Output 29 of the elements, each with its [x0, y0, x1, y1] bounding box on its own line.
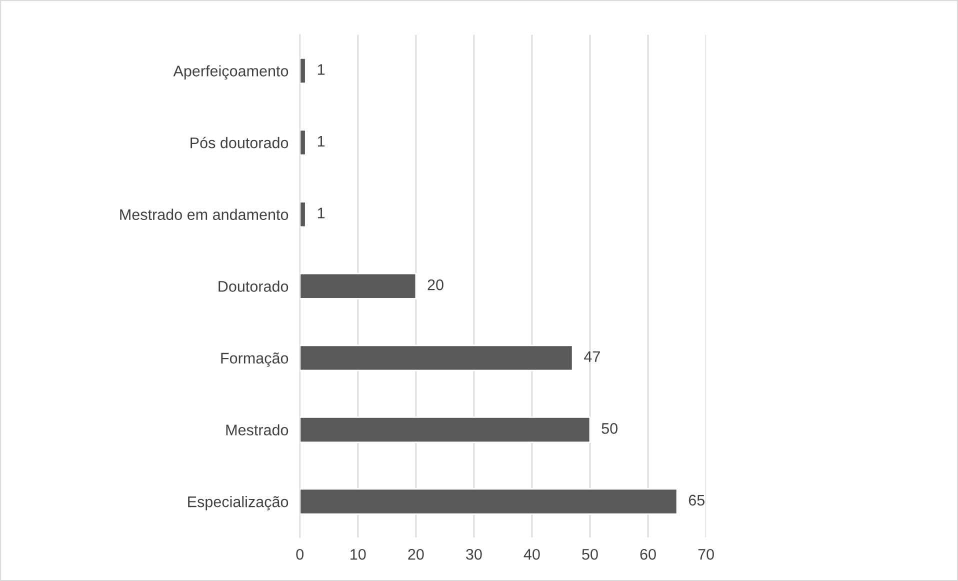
- data-label: 47: [584, 351, 600, 362]
- x-tick-label: 0: [296, 548, 304, 560]
- y-tick-label: Formação: [221, 352, 288, 367]
- bar: [300, 272, 417, 300]
- data-label: 65: [688, 494, 704, 506]
- y-tick-label: Aperfeiçoamento: [173, 65, 288, 80]
- y-tick-label: Doutorado: [218, 280, 288, 292]
- x-tick-label: 10: [350, 548, 366, 560]
- x-tick-label: 40: [524, 548, 540, 560]
- bar: [300, 416, 591, 443]
- bar: [300, 58, 306, 84]
- bar: [300, 344, 574, 372]
- y-tick-label: Pós doutorado: [190, 136, 288, 148]
- data-label: 50: [602, 423, 618, 434]
- x-tick-label: 60: [640, 548, 656, 560]
- y-tick-label: Mestrado: [226, 424, 288, 436]
- bar: [300, 129, 306, 156]
- bar: [300, 488, 678, 515]
- data-label: 1: [318, 208, 325, 218]
- y-tick-label: Especialização: [188, 496, 288, 510]
- data-label: 1: [318, 64, 325, 75]
- bar: [300, 201, 306, 228]
- x-tick-label: 50: [582, 548, 598, 560]
- y-tick-label: Mestrado em andamento: [120, 208, 288, 220]
- data-label: 20: [428, 279, 444, 290]
- data-label: 1: [318, 136, 325, 147]
- x-tick-label: 20: [408, 548, 424, 560]
- x-tick-label: 70: [698, 548, 714, 560]
- x-tick-label: 30: [466, 548, 482, 560]
